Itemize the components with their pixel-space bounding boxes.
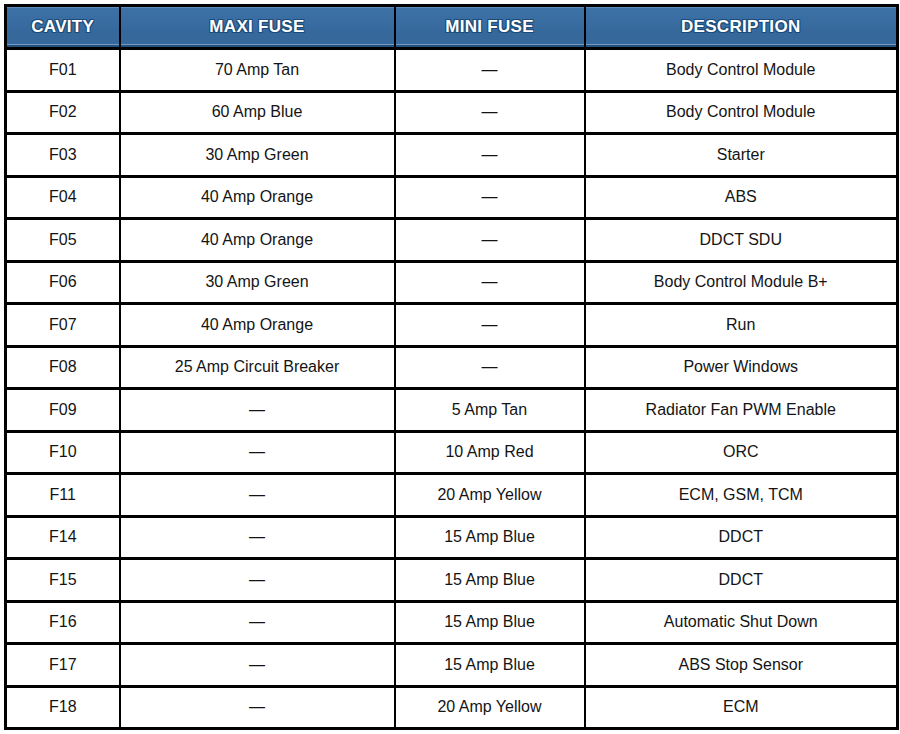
cell-mini-fuse: — (395, 91, 585, 134)
cell-mini-fuse: 20 Amp Yellow (395, 686, 585, 729)
cell-description: Starter (585, 134, 898, 177)
cell-mini-fuse: 15 Amp Blue (395, 601, 585, 644)
cell-cavity: F11 (6, 474, 120, 517)
table-row: F15—15 Amp BlueDDCT (6, 559, 898, 602)
cell-cavity: F10 (6, 431, 120, 474)
table-row: F0740 Amp Orange—Run (6, 304, 898, 347)
header-cavity: CAVITY (6, 6, 120, 49)
cell-maxi-fuse: 25 Amp Circuit Breaker (120, 346, 395, 389)
header-maxi-fuse: MAXI FUSE (120, 6, 395, 49)
cell-mini-fuse: — (395, 134, 585, 177)
cell-cavity: F17 (6, 644, 120, 687)
cell-description: DDCT SDU (585, 219, 898, 262)
table-row: F11—20 Amp YellowECM, GSM, TCM (6, 474, 898, 517)
cell-description: Radiator Fan PWM Enable (585, 389, 898, 432)
cell-cavity: F02 (6, 91, 120, 134)
cell-mini-fuse: 15 Amp Blue (395, 644, 585, 687)
cell-mini-fuse: — (395, 176, 585, 219)
cell-description: ORC (585, 431, 898, 474)
cell-mini-fuse: — (395, 49, 585, 92)
cell-description: Power Windows (585, 346, 898, 389)
cell-cavity: F05 (6, 219, 120, 262)
cell-description: ECM (585, 686, 898, 729)
cell-mini-fuse: — (395, 219, 585, 262)
table-row: F16—15 Amp BlueAutomatic Shut Down (6, 601, 898, 644)
cell-maxi-fuse: — (120, 686, 395, 729)
cell-cavity: F18 (6, 686, 120, 729)
cell-maxi-fuse: — (120, 431, 395, 474)
table-row: F0825 Amp Circuit Breaker—Power Windows (6, 346, 898, 389)
cell-cavity: F15 (6, 559, 120, 602)
table-row: F18—20 Amp YellowECM (6, 686, 898, 729)
cell-description: ECM, GSM, TCM (585, 474, 898, 517)
header-row: CAVITY MAXI FUSE MINI FUSE DESCRIPTION (6, 6, 898, 49)
cell-mini-fuse: 20 Amp Yellow (395, 474, 585, 517)
header-mini-fuse: MINI FUSE (395, 6, 585, 49)
cell-description: DDCT (585, 516, 898, 559)
table-row: F09—5 Amp TanRadiator Fan PWM Enable (6, 389, 898, 432)
cell-description: ABS (585, 176, 898, 219)
cell-mini-fuse: — (395, 261, 585, 304)
cell-maxi-fuse: 40 Amp Orange (120, 219, 395, 262)
cell-cavity: F08 (6, 346, 120, 389)
table-row: F14—15 Amp BlueDDCT (6, 516, 898, 559)
cell-description: ABS Stop Sensor (585, 644, 898, 687)
table-row: F10—10 Amp RedORC (6, 431, 898, 474)
table-row: F0330 Amp Green—Starter (6, 134, 898, 177)
cell-cavity: F04 (6, 176, 120, 219)
cell-description: Body Control Module B+ (585, 261, 898, 304)
cell-maxi-fuse: 60 Amp Blue (120, 91, 395, 134)
table-row: F0630 Amp Green—Body Control Module B+ (6, 261, 898, 304)
cell-description: Automatic Shut Down (585, 601, 898, 644)
cell-description: Body Control Module (585, 49, 898, 92)
cell-maxi-fuse: — (120, 516, 395, 559)
cell-maxi-fuse: 30 Amp Green (120, 261, 395, 304)
cell-maxi-fuse: — (120, 601, 395, 644)
cell-description: DDCT (585, 559, 898, 602)
cell-maxi-fuse: 70 Amp Tan (120, 49, 395, 92)
table-row: F0440 Amp Orange—ABS (6, 176, 898, 219)
table-row: F17—15 Amp BlueABS Stop Sensor (6, 644, 898, 687)
cell-cavity: F16 (6, 601, 120, 644)
cell-mini-fuse: 15 Amp Blue (395, 559, 585, 602)
fuse-table: CAVITY MAXI FUSE MINI FUSE DESCRIPTION F… (4, 4, 899, 730)
cell-mini-fuse: 15 Amp Blue (395, 516, 585, 559)
table-row: F0540 Amp Orange—DDCT SDU (6, 219, 898, 262)
cell-cavity: F14 (6, 516, 120, 559)
cell-maxi-fuse: — (120, 474, 395, 517)
cell-description: Run (585, 304, 898, 347)
cell-mini-fuse: 10 Amp Red (395, 431, 585, 474)
cell-cavity: F07 (6, 304, 120, 347)
cell-cavity: F03 (6, 134, 120, 177)
cell-maxi-fuse: — (120, 389, 395, 432)
fuse-table-container: CAVITY MAXI FUSE MINI FUSE DESCRIPTION F… (4, 4, 899, 730)
cell-mini-fuse: — (395, 346, 585, 389)
cell-maxi-fuse: 30 Amp Green (120, 134, 395, 177)
cell-cavity: F06 (6, 261, 120, 304)
cell-description: Body Control Module (585, 91, 898, 134)
cell-maxi-fuse: 40 Amp Orange (120, 176, 395, 219)
table-row: F0170 Amp Tan—Body Control Module (6, 49, 898, 92)
cell-cavity: F09 (6, 389, 120, 432)
table-row: F0260 Amp Blue—Body Control Module (6, 91, 898, 134)
cell-maxi-fuse: — (120, 644, 395, 687)
cell-maxi-fuse: 40 Amp Orange (120, 304, 395, 347)
cell-cavity: F01 (6, 49, 120, 92)
header-description: DESCRIPTION (585, 6, 898, 49)
cell-maxi-fuse: — (120, 559, 395, 602)
cell-mini-fuse: 5 Amp Tan (395, 389, 585, 432)
cell-mini-fuse: — (395, 304, 585, 347)
